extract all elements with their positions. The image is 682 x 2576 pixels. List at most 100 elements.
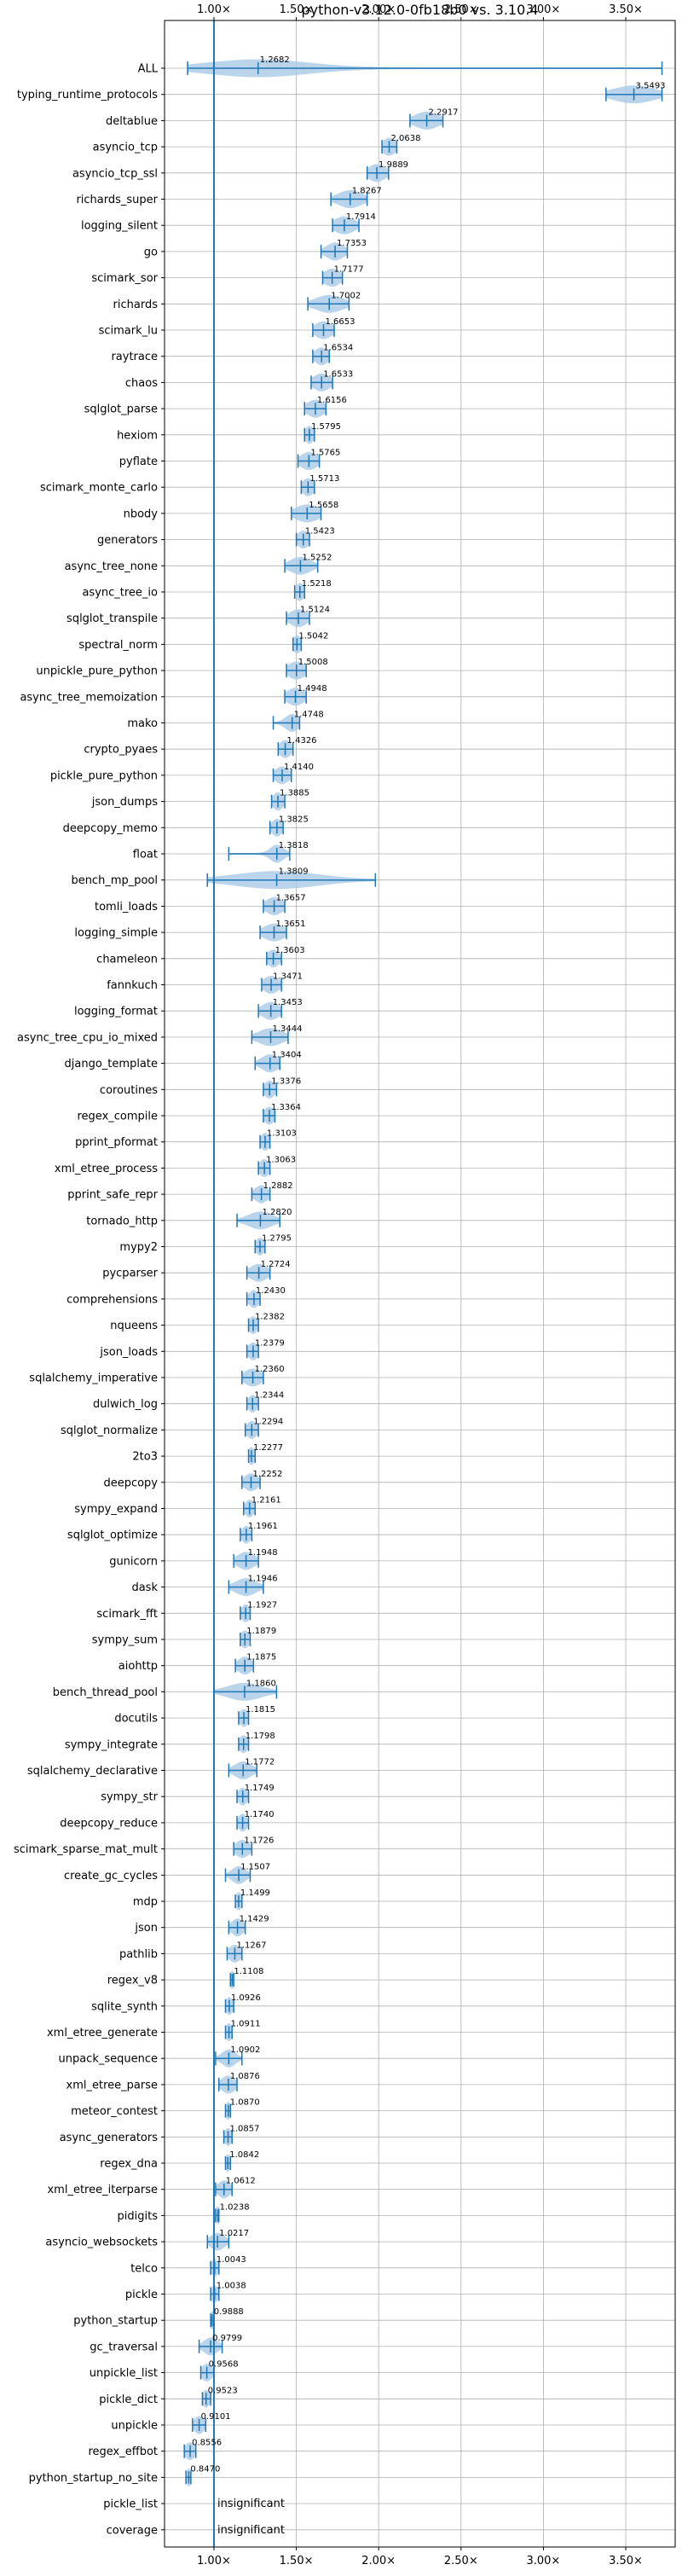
benchmark-label: xml_etree_generate [47,2027,158,2039]
benchmark-label: async_tree_none [65,560,158,573]
benchmark-label: logging_simple [74,927,158,940]
data-value-label: 1.3444 [273,1024,303,1034]
data-value-label: 1.3364 [271,1103,301,1112]
data-value-label: 1.0038 [217,2282,246,2291]
plot-frame-border [164,20,676,2548]
data-value-label: 1.5218 [302,579,332,589]
benchmark-label: regex_dna [100,2158,158,2171]
data-value-label: 1.1860 [246,1679,276,1688]
data-value-label: 1.2379 [255,1338,285,1348]
benchmark-label: gunicorn [109,1555,158,1568]
data-value-label: 1.3063 [266,1155,296,1164]
data-value-label: 1.1749 [245,1784,275,1793]
benchmark-label: aiohttp [118,1660,158,1673]
benchmark-label: sqlite_synth [91,2000,158,2013]
benchmark-label: coroutines [100,1084,158,1097]
benchmark-label: xml_etree_parse [66,2079,158,2092]
data-value-label: 1.1108 [234,1967,263,1976]
data-value-label: 3.5493 [636,82,666,91]
benchmark-label: mako [127,717,158,730]
benchmark-label: docutils [114,1713,158,1726]
data-value-label: 1.1507 [240,1862,270,1871]
benchmark-label: unpickle_list [90,2367,158,2380]
data-value-label: 1.5795 [311,422,341,432]
benchmark-label: crypto_pyaes [84,744,158,757]
benchmark-label: sqlglot_optimize [67,1529,158,1542]
x-tick-label-top: 2.50× [444,3,478,16]
data-value-label: 1.2382 [255,1313,285,1322]
data-value-label: 1.0043 [217,2255,246,2265]
data-value-label: 1.2820 [262,1208,292,1217]
benchmark-label: float [133,849,158,862]
x-tick-label-top: 1.00× [197,3,231,16]
data-value-label: 1.1267 [236,1941,266,1950]
benchmark-label: async_tree_cpu_io_mixed [17,1031,158,1044]
benchmark-label: scimark_sparse_mat_mult [14,1843,158,1856]
data-value-label: 1.1740 [245,1810,275,1819]
benchmark-label: richards_super [76,194,158,206]
benchmark-label: scimark_sor [91,272,158,285]
data-value-label: 1.4748 [294,711,324,720]
data-value-label: 1.4948 [298,684,327,693]
data-value-label: 1.1772 [245,1758,275,1767]
data-value-label: 1.0902 [230,2045,260,2055]
benchmark-label: scimark_monte_carlo [40,482,158,495]
data-value-label: 1.0842 [229,2150,259,2160]
data-value-label: 1.3103 [267,1129,297,1139]
benchmark-label: deepcopy_reduce [60,1817,158,1830]
grid-group [161,17,676,2550]
data-value-label: 1.4140 [284,763,314,772]
benchmark-label: create_gc_cycles [64,1870,158,1883]
data-value-label: 1.7353 [337,239,367,248]
plot-frame [164,20,676,2548]
data-value-label: 1.5658 [309,501,338,510]
benchmark-label: comprehensions [66,1293,158,1306]
data-value-label: 1.9889 [379,160,408,170]
data-value-label: 1.3657 [276,893,306,902]
data-value-label: 1.1429 [240,1915,269,1924]
benchmark-label: sqlglot_normalize [61,1424,158,1437]
benchmark-label: nqueens [110,1320,158,1332]
benchmark-label: richards [113,299,159,311]
benchmark-label: sqlglot_transpile [66,612,158,625]
benchmark-label: regex_v8 [107,1975,158,1987]
benchmark-label: pickle_dict [99,2393,158,2406]
benchmark-label: bench_thread_pool [53,1686,158,1699]
benchmark-label: pprint_safe_repr [67,1189,158,1202]
data-value-label: 1.1815 [246,1705,275,1714]
data-value-label: 0.9101 [201,2412,231,2422]
data-value-label: 1.0926 [231,1993,261,2003]
benchmark-label: pathlib [119,1948,158,1961]
data-value-label: 1.1726 [244,1836,274,1846]
benchmark-label: regex_effbot [88,2445,158,2458]
data-value-label: 0.9523 [208,2386,238,2395]
data-value-label: 1.2161 [251,1496,281,1506]
benchmark-label: pickle [125,2289,158,2301]
benchmark-label: async_tree_io [82,587,158,600]
benchmark-label: sqlalchemy_imperative [29,1372,158,1385]
benchmark-label: raytrace [111,351,158,363]
benchmark-label: nbody [124,508,159,520]
insignificant-label: insignificant [217,2524,285,2537]
x-tick-label-top: 2.00× [361,3,396,16]
benchmark-label: sqlalchemy_declarative [27,1765,158,1778]
benchmark-label: sympy_integrate [65,1738,158,1751]
data-value-label: 2.0638 [391,134,421,143]
data-value-label: 1.4326 [287,736,317,746]
benchmark-label: sympy_expand [74,1503,158,1516]
benchmark-label: meteor_contest [71,2105,158,2118]
benchmark-label: json_dumps [91,796,158,809]
benchmark-label: regex_compile [77,1111,158,1123]
x-tick-label-top: 3.00× [526,3,560,16]
x-tick-label-bottom: 1.50× [280,2555,314,2567]
data-value-label: 0.9568 [209,2360,239,2370]
benchmark-label: 2to3 [132,1451,158,1464]
data-value-label: 1.1948 [248,1548,278,1558]
benchmark-label: gc_traversal [90,2341,158,2353]
benchmark-label: tomli_loads [95,901,158,914]
benchmark-label: asyncio_tcp_ssl [72,167,158,180]
data-value-label: 0.8470 [190,2464,220,2474]
data-value-label: 2.2917 [429,107,459,117]
data-value-label: 1.2252 [252,1470,282,1479]
